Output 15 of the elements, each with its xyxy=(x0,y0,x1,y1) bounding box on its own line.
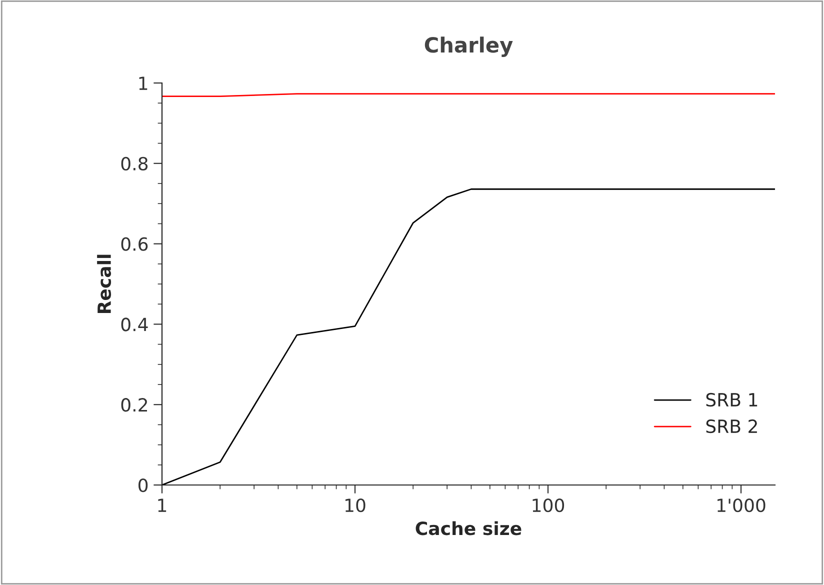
x-tick-label: 1'000 xyxy=(718,498,766,512)
y-tick-label: 0.4 xyxy=(121,318,148,332)
y-tick-label: 1 xyxy=(139,76,148,90)
x-axis-title: Cache size xyxy=(416,521,522,536)
legend-label: SRB 2 xyxy=(706,419,757,434)
y-axis-title: Recall xyxy=(97,254,112,314)
x-tick-label: 100 xyxy=(532,498,564,512)
y-tick-label: 0.6 xyxy=(121,237,148,251)
chart-title: Charley xyxy=(424,36,513,57)
x-tick-label: 10 xyxy=(346,498,366,512)
y-tick-label: 0.2 xyxy=(121,398,147,412)
legend-label: SRB 1 xyxy=(706,392,758,407)
y-tick-label: 0.8 xyxy=(121,156,148,171)
y-tick-label: 0 xyxy=(138,478,148,492)
x-tick-label: 1 xyxy=(158,498,166,512)
